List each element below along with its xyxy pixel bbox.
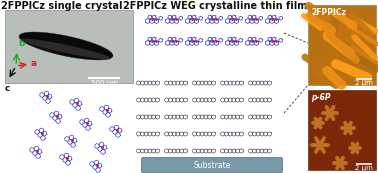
Text: Substrate: Substrate	[193, 161, 231, 170]
Text: 2FPPICz single crystal: 2FPPICz single crystal	[1, 1, 123, 11]
Text: 500 μm: 500 μm	[91, 80, 118, 86]
Text: a: a	[31, 58, 37, 67]
Text: c: c	[5, 84, 10, 93]
Text: 2FPPICz WEG crystalline thin film: 2FPPICz WEG crystalline thin film	[123, 1, 307, 11]
Text: b: b	[18, 39, 24, 48]
Text: 2 μm: 2 μm	[355, 80, 373, 86]
Text: 2FPPICz: 2FPPICz	[311, 8, 346, 17]
FancyBboxPatch shape	[141, 157, 282, 172]
Bar	[308, 5, 376, 85]
Bar	[5, 10, 133, 83]
Bar	[308, 90, 376, 170]
Text: p-6P: p-6P	[311, 93, 330, 102]
Text: 2 μm: 2 μm	[355, 165, 373, 171]
Ellipse shape	[21, 39, 111, 59]
Ellipse shape	[19, 32, 113, 60]
